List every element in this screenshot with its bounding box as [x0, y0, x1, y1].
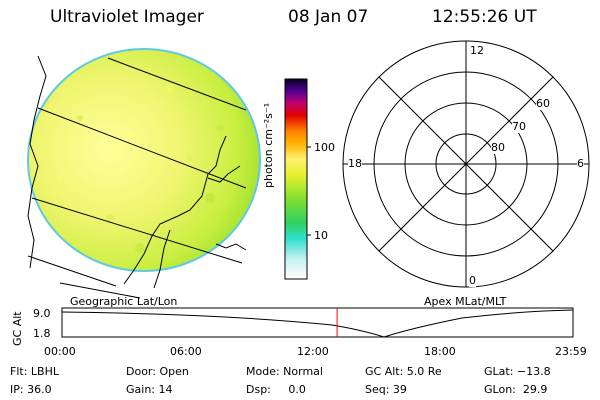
orbit-timeline [61, 307, 574, 338]
mlt-label-6: 6 [577, 157, 584, 170]
status-door: Door: Open [126, 365, 189, 378]
uv-image-panel [27, 48, 261, 299]
polar-panel-caption: Apex MLat/MLT [424, 295, 507, 308]
status-dsp: Dsp: 0.0 [246, 383, 306, 396]
mlt-label-12: 12 [470, 44, 484, 57]
app-title: Ultraviolet Imager [50, 7, 204, 27]
status-ip: IP: 36.0 [10, 383, 52, 396]
mlt-label-18: 18 [348, 157, 362, 170]
image-panel-caption: Geographic Lat/Lon [70, 295, 178, 308]
lat-label-80: 80 [491, 141, 505, 154]
timeline-xtick-1200: 12:00 [297, 345, 329, 358]
lat-label-60: 60 [536, 97, 550, 110]
status-gc-alt: GC Alt: 5.0 Re [365, 365, 442, 378]
altitude-curve [61, 309, 574, 338]
timeline-xtick-0000: 00:00 [44, 345, 76, 358]
colorbar-tick-100: 100 [314, 141, 335, 154]
colorbar [284, 78, 311, 280]
timeline-xtick-0600: 06:00 [170, 345, 202, 358]
timeline-xtick-1800: 18:00 [424, 345, 456, 358]
status-gain: Gain: 14 [126, 383, 173, 396]
timeline-ytick-top: 9.0 [33, 307, 51, 320]
status-mode: Mode: Normal [246, 365, 323, 378]
header-date: 08 Jan 07 [288, 7, 369, 27]
timeline-ytick-bottom: 1.8 [33, 327, 51, 340]
colorbar-tick-10: 10 [314, 229, 328, 242]
coastline-outlines [27, 55, 247, 289]
status-seq: Seq: 39 [365, 383, 407, 396]
status-glon: GLon: 29.9 [484, 383, 548, 396]
polar-mlt-plot [342, 40, 590, 288]
mlt-label-0: 0 [469, 274, 476, 287]
timeline-ylabel: GC Alt [11, 311, 24, 346]
geo-grid-lines [27, 57, 247, 299]
timeline-xtick-2359: 23:59 [555, 345, 587, 358]
earth-disk [27, 48, 261, 272]
lat-label-70: 70 [512, 120, 526, 133]
colorbar-unit-label: photon cm⁻²s⁻¹ [262, 102, 275, 188]
status-flt: Flt: LBHL [10, 365, 59, 378]
header-time: 12:55:26 UT [432, 7, 537, 27]
status-glat: GLat: −13.8 [484, 365, 551, 378]
